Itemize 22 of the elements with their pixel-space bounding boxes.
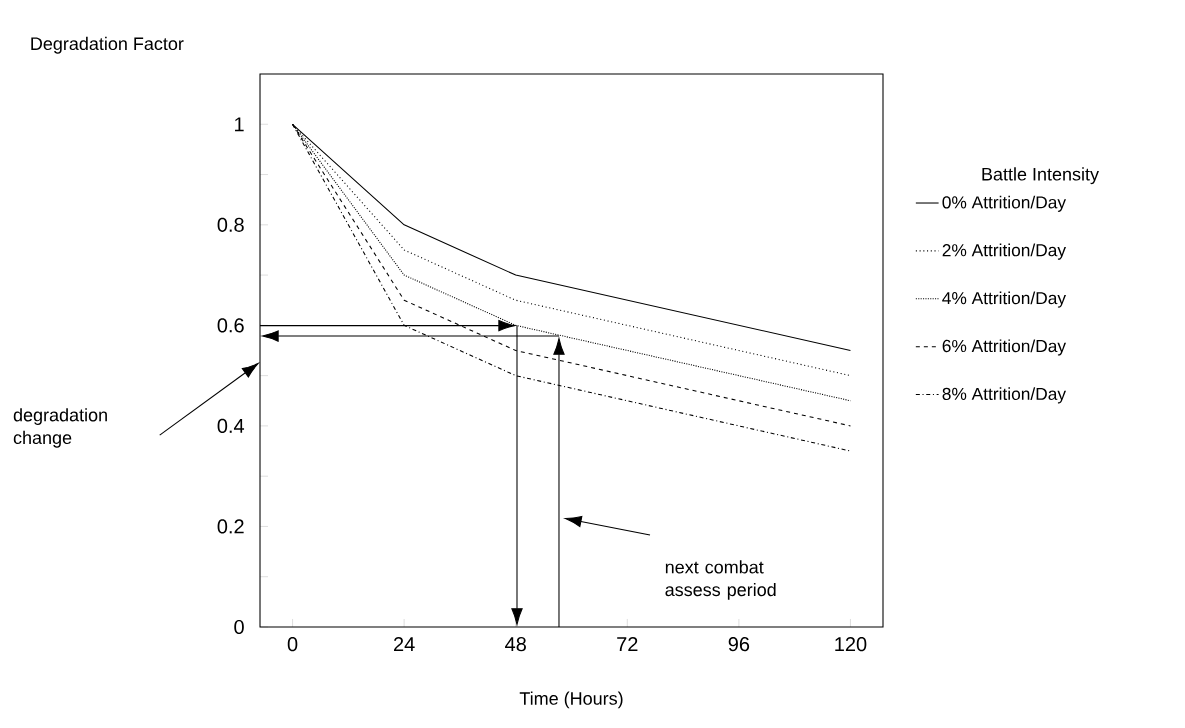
- x-tick-label: 24: [394, 637, 415, 652]
- x-tick-label: 48: [505, 637, 526, 652]
- y-tick-label: 0.8: [217, 217, 244, 232]
- y-tick-label: 1: [235, 117, 244, 132]
- y-tick-label: 0: [234, 619, 244, 635]
- legend-label: 2% Attrition/Day: [942, 243, 1067, 260]
- x-tick-label: 120: [835, 637, 867, 652]
- x-tick-label: 0: [287, 637, 298, 652]
- x-tick-label: 72: [617, 637, 638, 652]
- y-tick-label: 0.2: [217, 519, 244, 534]
- legend-title: Battle Intensity: [982, 167, 1099, 185]
- y-axis-title: Degradation Factor: [31, 36, 184, 54]
- annotation: next combat assess period: [665, 560, 776, 600]
- text: degradation change: [13, 408, 107, 448]
- legend-label: 8% Attrition/Day: [942, 387, 1067, 404]
- x-axis-title: Time (Hours): [519, 691, 623, 709]
- legend-label: 0% Attrition/Day: [942, 195, 1067, 212]
- x-tick-label: 96: [728, 637, 750, 652]
- y-tick-label: 0.4: [217, 418, 245, 433]
- legend-label: 6% Attrition/Day: [942, 339, 1067, 356]
- y-tick-label: 0.6: [217, 318, 244, 333]
- legend-label: 4% Attrition/Day: [942, 291, 1067, 308]
